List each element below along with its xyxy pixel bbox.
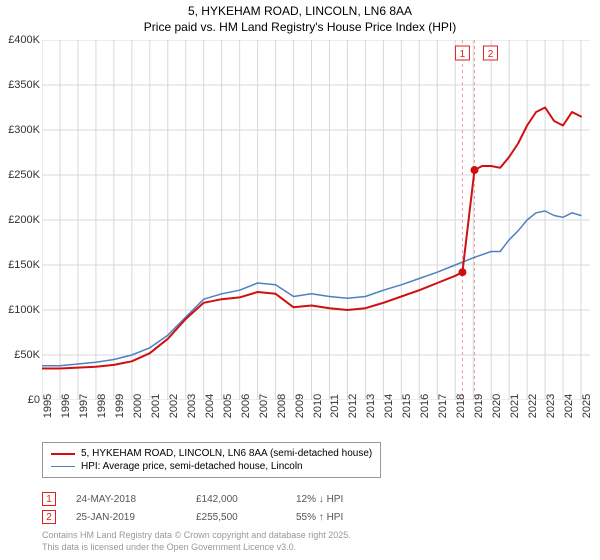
- x-axis-label: 2019: [473, 394, 485, 418]
- svg-text:1: 1: [460, 49, 466, 60]
- x-axis-label: 2020: [491, 394, 503, 418]
- attribution-line2: This data is licensed under the Open Gov…: [42, 542, 351, 554]
- marker-price: £142,000: [196, 494, 276, 505]
- legend-swatch: [51, 453, 75, 455]
- x-axis-label: 2007: [258, 394, 270, 418]
- x-axis-label: 2000: [132, 394, 144, 418]
- x-axis-label: 2009: [294, 394, 306, 418]
- x-axis-label: 2008: [276, 394, 288, 418]
- x-axis-label: 2016: [419, 394, 431, 418]
- x-axis-label: 2001: [150, 394, 162, 418]
- legend-item-hpi: HPI: Average price, semi-detached house,…: [51, 460, 372, 473]
- x-axis-label: 1996: [60, 394, 72, 418]
- legend-item-price-paid: 5, HYKEHAM ROAD, LINCOLN, LN6 8AA (semi-…: [51, 447, 372, 460]
- x-axis-label: 1999: [114, 394, 126, 418]
- y-axis-label: £50K: [0, 349, 40, 361]
- marker-badge: 2: [42, 510, 56, 524]
- legend-label: 5, HYKEHAM ROAD, LINCOLN, LN6 8AA (semi-…: [81, 448, 372, 459]
- marker-badge: 1: [42, 492, 56, 506]
- marker-price: £255,500: [196, 512, 276, 523]
- y-axis-label: £300K: [0, 124, 40, 136]
- y-axis-label: £150K: [0, 259, 40, 271]
- y-axis-label: £200K: [0, 214, 40, 226]
- x-axis-label: 2013: [365, 394, 377, 418]
- title-address: 5, HYKEHAM ROAD, LINCOLN, LN6 8AA: [0, 4, 600, 20]
- x-axis-label: 2010: [312, 394, 324, 418]
- x-axis-label: 2021: [509, 394, 521, 418]
- svg-text:2: 2: [488, 49, 494, 60]
- x-axis-label: 2015: [401, 394, 413, 418]
- x-axis-label: 2018: [455, 394, 467, 418]
- x-axis-label: 1998: [96, 394, 108, 418]
- x-axis-label: 2017: [437, 394, 449, 418]
- x-axis-label: 2006: [240, 394, 252, 418]
- x-axis-label: 2004: [204, 394, 216, 418]
- y-axis-label: £0: [0, 394, 40, 406]
- chart-area: 12: [42, 40, 590, 400]
- legend: 5, HYKEHAM ROAD, LINCOLN, LN6 8AA (semi-…: [42, 442, 381, 478]
- x-axis-label: 2002: [168, 394, 180, 418]
- x-axis-label: 2014: [383, 394, 395, 418]
- marker-date: 25-JAN-2019: [76, 512, 176, 523]
- y-axis-label: £100K: [0, 304, 40, 316]
- attribution-line1: Contains HM Land Registry data © Crown c…: [42, 530, 351, 542]
- x-axis-label: 2023: [545, 394, 557, 418]
- legend-label: HPI: Average price, semi-detached house,…: [81, 461, 303, 472]
- x-axis-label: 2005: [222, 394, 234, 418]
- x-axis-label: 2024: [563, 394, 575, 418]
- legend-swatch: [51, 466, 75, 468]
- x-axis-label: 2011: [329, 394, 341, 418]
- x-axis-label: 1995: [42, 394, 54, 418]
- attribution: Contains HM Land Registry data © Crown c…: [42, 530, 351, 553]
- marker-date: 24-MAY-2018: [76, 494, 176, 505]
- marker-row-1: 1 24-MAY-2018 £142,000 12% ↓ HPI: [42, 490, 376, 508]
- title-subtitle: Price paid vs. HM Land Registry's House …: [0, 20, 600, 36]
- x-axis-label: 1997: [78, 394, 90, 418]
- marker-pct: 55% ↑ HPI: [296, 512, 376, 523]
- y-axis-label: £400K: [0, 34, 40, 46]
- x-axis-label: 2022: [527, 394, 539, 418]
- x-axis-label: 2012: [347, 394, 359, 418]
- x-axis-label: 2025: [581, 394, 593, 418]
- marker-row-2: 2 25-JAN-2019 £255,500 55% ↑ HPI: [42, 508, 376, 526]
- y-axis-label: £350K: [0, 79, 40, 91]
- y-axis-label: £250K: [0, 169, 40, 181]
- marker-table: 1 24-MAY-2018 £142,000 12% ↓ HPI 2 25-JA…: [42, 490, 376, 526]
- marker-pct: 12% ↓ HPI: [296, 494, 376, 505]
- line-chart: 12: [42, 40, 590, 400]
- x-axis-label: 2003: [186, 394, 198, 418]
